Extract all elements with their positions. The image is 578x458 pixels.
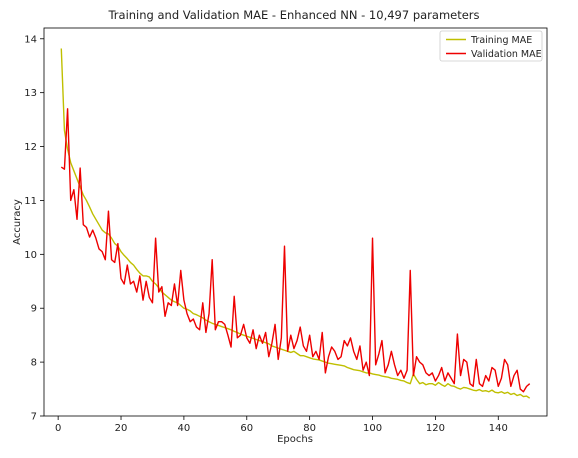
y-tick-label: 12 [24, 142, 37, 153]
chart-title: Training and Validation MAE - Enhanced N… [107, 8, 479, 22]
legend-entry-validation: Validation MAE [471, 49, 542, 60]
y-tick-label: 7 [31, 412, 37, 423]
training-mae-line [60, 48, 531, 399]
y-axis-label: Accuracy [12, 199, 23, 245]
x-tick-label: 80 [303, 423, 316, 434]
x-tick-label: 60 [240, 423, 253, 434]
validation-mae-line [60, 108, 531, 393]
y-tick-label: 13 [24, 88, 37, 99]
x-tick-label: 100 [363, 423, 382, 434]
y-tick-label: 8 [31, 358, 37, 369]
y-tick-label: 11 [24, 196, 37, 207]
y-tick-label: 9 [31, 304, 37, 315]
legend: Training MAE Validation MAE [439, 30, 543, 62]
plot-frame [43, 27, 548, 417]
legend-entry-training: Training MAE [470, 35, 532, 46]
x-tick-label: 20 [115, 423, 128, 434]
y-axis-ticks: 7 8 9 10 11 12 13 14 [24, 34, 44, 423]
x-tick-label: 140 [489, 423, 508, 434]
plot-area [60, 48, 531, 399]
x-axis-ticks: 0 20 40 60 80 100 120 140 [55, 416, 508, 434]
x-axis-label: Epochs [277, 434, 313, 445]
y-tick-label: 14 [24, 34, 37, 45]
x-tick-label: 40 [178, 423, 191, 434]
y-tick-label: 10 [24, 250, 37, 261]
x-tick-label: 0 [55, 423, 61, 434]
x-tick-label: 120 [426, 423, 445, 434]
